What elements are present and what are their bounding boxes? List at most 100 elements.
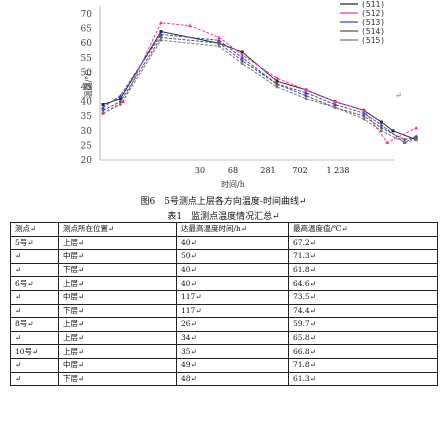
legend-label: (511) [361, 0, 385, 9]
data-point [275, 85, 279, 89]
data-point [119, 100, 122, 103]
y-tick-label: 30 [81, 127, 93, 137]
table-cell: 下层↵ [58, 303, 177, 319]
table-row: ↵ 中层↵ 50↵ 71.3↵ [10, 249, 438, 264]
legend-label: (515) [361, 36, 385, 45]
data-point [217, 44, 221, 48]
series-line [102, 39, 417, 144]
data-point [362, 114, 366, 118]
table-cell: 48↵ [176, 371, 289, 387]
table-body: 5号↵ 上层↵ 40↵ 67.2↵ ↵ 中层↵ 50↵ 71.3↵ ↵ 下层↵ 40↵ 61.8↵ 6号… [10, 235, 438, 387]
table-cell: ↵ [10, 330, 59, 346]
table-cell: 40↵ [176, 235, 289, 251]
data-point [159, 20, 163, 25]
table-cell: 上层↵ [58, 317, 177, 332]
data-point [101, 108, 105, 112]
data-point [333, 99, 337, 104]
table-cell: 上层↵ [58, 276, 177, 291]
table-row: 5号↵ 上层↵ 40↵ 67.2↵ [10, 235, 438, 251]
figure-caption: 图6 5号测点上层各方向温度-时间曲线↵ [140, 197, 307, 207]
y-tick-label: 45 [81, 83, 93, 93]
table-cell: 中层↵ [58, 249, 177, 264]
data-point [275, 79, 279, 83]
data-point [380, 126, 383, 130]
data-point [304, 90, 308, 95]
table-cell: ↵ [10, 249, 59, 264]
legend-label: (514) [361, 27, 385, 36]
x-axis-ticks: 30 68 281 702 1 238 [195, 166, 350, 175]
table-cell: 6号↵ [10, 276, 59, 291]
table-cell: 117↵ [176, 289, 289, 305]
y-tick-label: 40 [81, 98, 93, 108]
table-row: 8号↵ 上层↵ 26↵ 59.7↵ [10, 317, 438, 332]
x-tick-label: 281 [260, 166, 275, 175]
series-layer [101, 20, 419, 144]
data-point [159, 38, 163, 42]
data-point [362, 108, 366, 112]
data-point [379, 122, 384, 127]
table-cell: 35↵ [176, 344, 289, 359]
table-cell: 上层↵ [58, 235, 177, 251]
y-tick-label: 20 [81, 156, 93, 166]
table-cell: 26↵ [176, 317, 289, 332]
table-cell: 61.8↵ [288, 262, 438, 278]
table-cell: 65.8↵ [288, 330, 438, 346]
data-point [275, 82, 279, 86]
x-tick-label: 30 [195, 166, 205, 175]
data-point [304, 87, 308, 92]
y-axis-ticks: 20 25 30 35 40 45 50 55 60 65 70 [81, 10, 93, 166]
data-point [240, 55, 245, 60]
table-row: ↵ 中层↵ 117↵ 73.5↵ [10, 289, 438, 305]
data-point [217, 41, 221, 45]
data-point [333, 106, 337, 109]
table-cell: 上层↵ [58, 344, 177, 359]
data-point [414, 135, 418, 139]
data-point [101, 103, 105, 107]
data-point [101, 111, 105, 115]
data-point [159, 32, 163, 36]
table-cell: 71.3↵ [288, 249, 438, 264]
data-point [119, 103, 122, 106]
table-cell: 5号↵ [10, 235, 59, 251]
data-point [188, 23, 192, 28]
table-cell: 74.4↵ [288, 303, 438, 319]
data-point [362, 111, 366, 115]
table-row: ↵ 下层↵ 117↵ 74.4↵ [10, 303, 438, 319]
table-cell: 50↵ [176, 249, 289, 264]
series-line [102, 30, 417, 141]
table-cell: ↵ [10, 303, 59, 319]
header-peak-temp: 最高温度值/℃↵ [288, 222, 438, 237]
table-cell: 59.7↵ [288, 317, 438, 332]
table-cell: 中层↵ [58, 289, 177, 305]
table-row: ↵ 下层↵ 40↵ 61.8↵ [10, 262, 438, 278]
data-point [403, 138, 406, 141]
data-point [121, 99, 126, 104]
y-tick-label: 70 [81, 10, 93, 20]
table-cell: 71.8↵ [288, 357, 438, 373]
legend-label: (512) [361, 9, 385, 18]
table-cell: 67.2↵ [288, 235, 438, 251]
x-tick-label: 68 [228, 166, 238, 175]
data-point [379, 120, 383, 124]
header-point: 测点↵ [10, 222, 59, 237]
data-point [240, 50, 244, 54]
table-cell: 64.6↵ [288, 276, 438, 291]
paragraph-mark: ↵ [395, 91, 402, 100]
table-cell: 下层↵ [58, 371, 177, 387]
y-tick-label: 65 [81, 25, 93, 35]
x-tick-label: 702 [292, 166, 307, 175]
data-point [380, 129, 383, 133]
table-cell: 下层↵ [58, 262, 177, 278]
data-point [101, 105, 105, 109]
table-cell: ↵ [10, 371, 59, 387]
series-line [102, 36, 417, 141]
table-cell: 49↵ [176, 357, 289, 373]
table-cell: 8号↵ [10, 317, 59, 332]
data-point [118, 97, 122, 101]
temperature-time-chart: 20 25 30 35 40 45 50 55 60 65 70 30 68 281 702 1 238 时… [81, 0, 419, 189]
y-tick-label: 35 [81, 112, 93, 122]
y-tick-label: 50 [81, 68, 93, 78]
legend: (511)(512)(513)(514)(515) [340, 0, 385, 45]
y-tick-label: 60 [81, 39, 93, 49]
table-cell: 40↵ [176, 262, 289, 278]
